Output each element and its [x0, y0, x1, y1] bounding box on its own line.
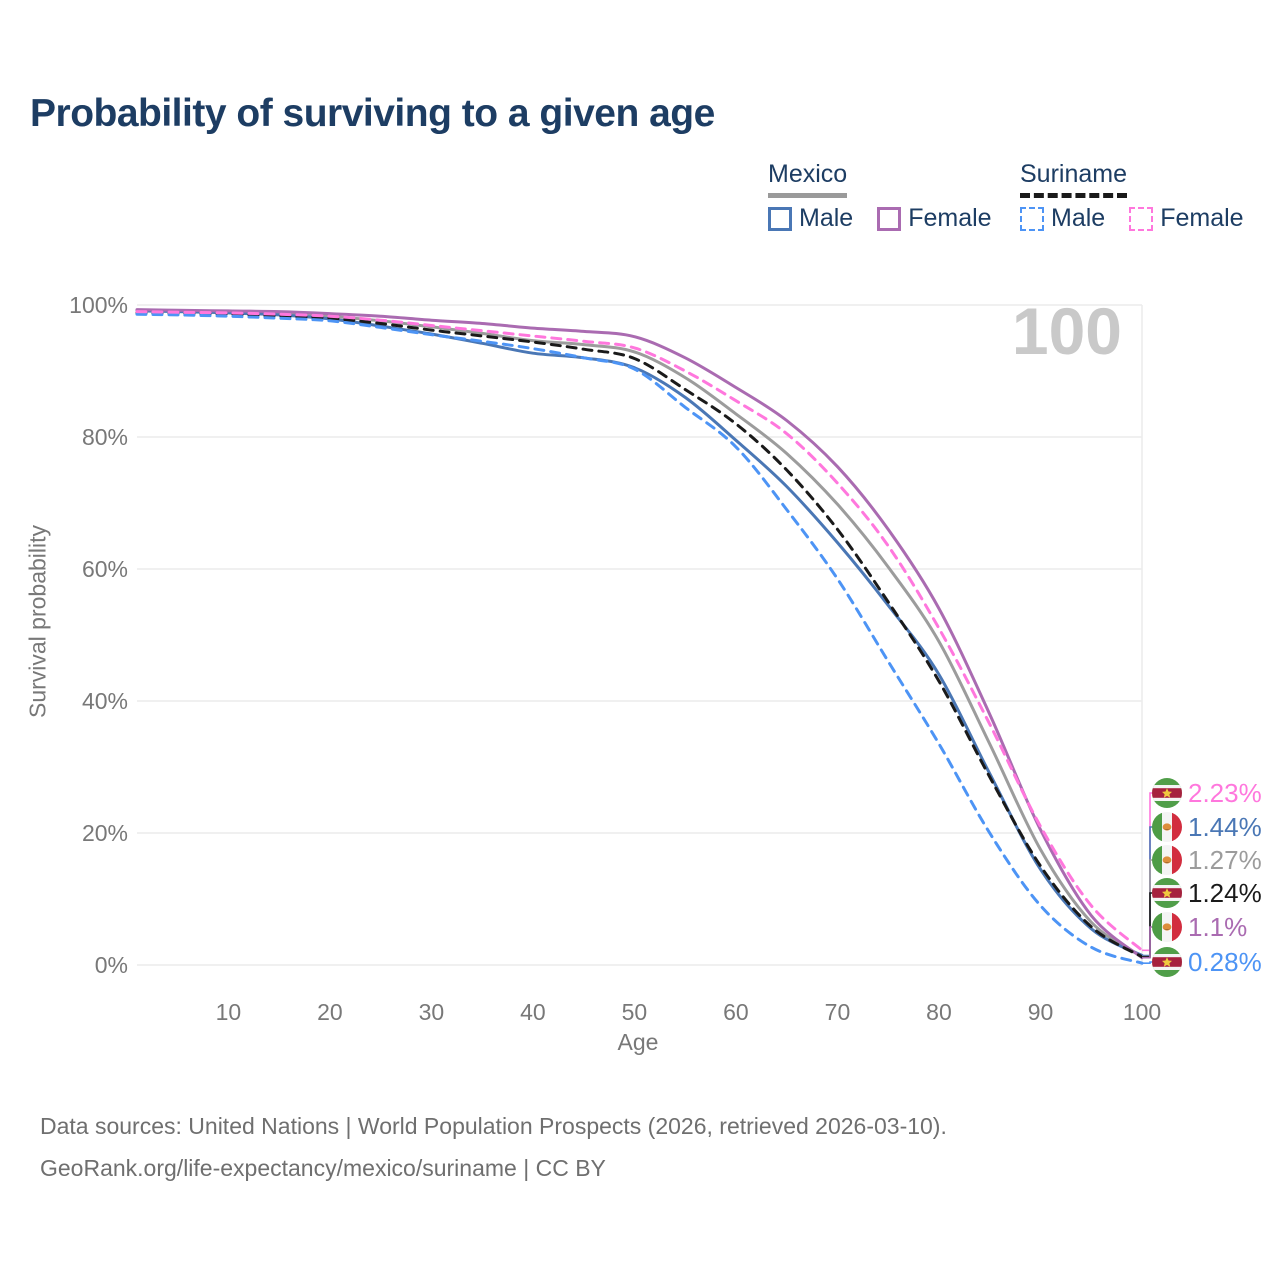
series-line-mexico-both[interactable]	[135, 308, 1144, 959]
series-line-mexico-female[interactable]	[135, 308, 1144, 960]
mexico-male-swatch-icon	[768, 206, 792, 231]
y-tick-label-20: 20%	[81, 820, 128, 846]
x-tick-label-20: 20	[317, 999, 343, 1025]
end-label-mexico-both: 1.27%	[1152, 844, 1262, 876]
end-label-suriname-female: 2.23%	[1152, 777, 1262, 809]
suriname-female-swatch-icon	[1129, 206, 1154, 231]
series-line-mexico-male[interactable]	[135, 309, 1144, 957]
end-label-suriname-both: 1.24%	[1152, 877, 1262, 909]
end-label-suriname-male: 0.28%	[1152, 946, 1262, 978]
y-tick-label-80: 80%	[81, 424, 128, 450]
x-axis-title: Age	[617, 1029, 659, 1055]
y-tick-label-60: 60%	[81, 556, 128, 582]
legend-item-label: Female	[908, 204, 992, 232]
y-axis-title: Survival probability	[24, 524, 51, 719]
series-line-suriname-female[interactable]	[135, 310, 1144, 952]
end-label-value: 0.28%	[1188, 946, 1262, 977]
y-tick-label-100: 100%	[69, 292, 128, 318]
end-label-value: 1.1%	[1188, 911, 1248, 942]
x-tick-label-10: 10	[215, 999, 242, 1025]
legend-country-suriname[interactable]: Suriname	[1020, 160, 1127, 198]
data-sources-line2: GeoRank.org/life-expectancy/mexico/surin…	[40, 1154, 606, 1181]
data-sources-line1: Data sources: United Nations | World Pop…	[40, 1113, 947, 1139]
series-line-suriname-male[interactable]	[135, 312, 1144, 965]
mexico-flag-icon	[1152, 912, 1182, 942]
mexico-female-swatch-icon	[877, 206, 902, 231]
end-label-value: 1.27%	[1188, 844, 1262, 875]
legend-item-mexico-female[interactable]: Female	[877, 204, 992, 233]
suriname-flag-icon	[1152, 878, 1182, 908]
mexico-flag-icon	[1152, 812, 1182, 842]
age-indicator-watermark: 100	[1011, 294, 1122, 368]
legend-item-mexico-male[interactable]: Male	[768, 204, 853, 233]
x-tick-label-90: 90	[1027, 999, 1054, 1025]
x-tick-label-50: 50	[621, 999, 648, 1025]
y-tick-label-40: 40%	[81, 688, 128, 714]
legend-group-suriname: Suriname Male Female	[1020, 160, 1244, 233]
legend-item-suriname-male[interactable]: Male	[1020, 204, 1105, 233]
data-sources: Data sources: United Nations | World Pop…	[40, 1106, 947, 1190]
end-label-value: 1.44%	[1188, 811, 1262, 842]
chart-title: Probability of surviving to a given age	[30, 92, 715, 135]
x-tick-label-30: 30	[418, 999, 445, 1025]
x-tick-label-100: 100	[1122, 999, 1162, 1025]
mexico-flag-icon	[1152, 845, 1182, 875]
end-label-mexico-male: 1.44%	[1152, 811, 1262, 843]
suriname-flag-icon	[1152, 778, 1182, 808]
x-tick-label-60: 60	[723, 999, 749, 1025]
legend-item-suriname-female[interactable]: Female	[1129, 204, 1244, 233]
series-line-suriname-both[interactable]	[135, 311, 1144, 959]
x-tick-label-40: 40	[520, 999, 546, 1025]
legend-item-label: Male	[799, 204, 854, 232]
suriname-male-swatch-icon	[1020, 206, 1044, 231]
x-tick-label-80: 80	[926, 999, 952, 1025]
x-tick-label-70: 70	[824, 999, 851, 1025]
legend-group-mexico: Mexico Male Female	[768, 160, 992, 233]
legend-country-mexico[interactable]: Mexico	[768, 160, 848, 198]
end-label-mexico-female: 1.1%	[1152, 911, 1247, 943]
end-label-value: 2.23%	[1188, 777, 1262, 808]
legend-item-label: Female	[1160, 204, 1244, 232]
legend-item-label: Male	[1051, 204, 1106, 232]
suriname-flag-icon	[1152, 947, 1182, 977]
end-label-value: 1.24%	[1188, 877, 1262, 908]
y-tick-label-0: 0%	[94, 952, 128, 978]
